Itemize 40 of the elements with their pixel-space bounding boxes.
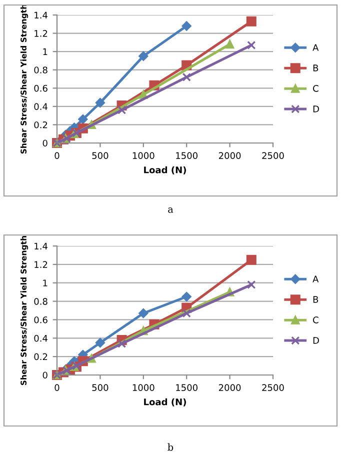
x-tick-label: 1500	[176, 152, 198, 160]
legend-label: A	[312, 276, 319, 282]
x-tick-label: 0	[54, 384, 60, 392]
legend-label: B	[313, 296, 318, 303]
y-tick-label: 0.2	[34, 121, 48, 128]
x-tick-label: 2000	[218, 152, 241, 160]
x-tick-label: 1000	[132, 384, 154, 392]
x-tick-label: 1000	[132, 152, 154, 160]
y-tick-label: 0.4	[34, 334, 48, 342]
y-tick-label: 1	[43, 48, 48, 55]
y-tick-label: 1	[43, 280, 48, 286]
x-tick-label: 500	[92, 384, 108, 392]
y-tick-label: 0.8	[34, 66, 48, 74]
legend-label: D	[313, 337, 319, 344]
text: b	[168, 443, 174, 451]
x-axis-title: Load (N)	[144, 398, 186, 406]
x-axis-title: Load (N)	[144, 166, 186, 174]
y-tick-label: 0.6	[34, 84, 48, 92]
x-tick-label: 2000	[218, 384, 241, 392]
x-tick-label: 2500	[262, 152, 284, 160]
y-tick-label: 0	[42, 372, 48, 379]
y-tick-label: 0	[42, 140, 48, 147]
y-tick-label: 1.2	[34, 261, 48, 268]
x-tick-label: 1500	[176, 384, 198, 392]
x-tick-label: 0	[54, 152, 60, 160]
text: a	[168, 208, 174, 213]
legend-label: A	[312, 44, 319, 51]
y-tick-label: 1.2	[34, 30, 48, 37]
y-tick-label: 1.4	[34, 12, 48, 18]
x-tick-label: 500	[92, 152, 108, 160]
x-tick-label: 2500	[262, 384, 284, 392]
y-tick-label: 0.6	[34, 316, 48, 324]
legend-label: C	[313, 316, 318, 324]
y-tick-label: 1.4	[34, 242, 48, 250]
y-tick-label: 0.4	[34, 103, 48, 110]
legend-label: C	[313, 85, 318, 92]
legend-label: B	[313, 64, 318, 72]
y-tick-label: 0.8	[34, 298, 48, 305]
y-tick-label: 0.2	[34, 353, 48, 360]
legend-label: D	[313, 106, 319, 112]
